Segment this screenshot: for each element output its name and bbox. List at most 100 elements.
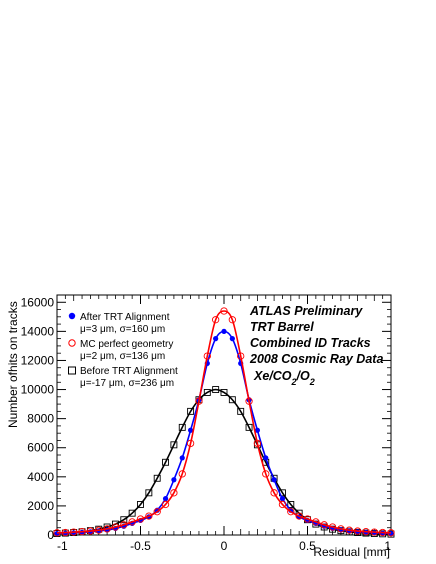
data-point <box>353 527 362 535</box>
x-tick-labels: -1 -0.5 0 0.5 1 <box>57 539 391 553</box>
series-fit-line <box>56 310 392 534</box>
data-point <box>203 389 211 396</box>
y-tick-label: 2000 <box>27 499 54 513</box>
data-point <box>213 336 219 342</box>
x-tick-label: -0.5 <box>130 539 151 553</box>
data-point <box>170 489 178 497</box>
data-point <box>228 396 236 404</box>
data-point <box>237 407 245 415</box>
data-point <box>153 474 161 482</box>
y-tick-label: 4000 <box>27 470 54 484</box>
data-point <box>111 523 120 531</box>
data-point <box>337 525 345 533</box>
data-point <box>153 508 161 516</box>
legend-marker-after <box>68 312 76 320</box>
data-point <box>188 427 194 433</box>
y-tick-label: 10000 <box>21 383 55 397</box>
y-tick-labels: 0 2000 4000 6000 8000 10000 12000 14000 16000 <box>21 295 55 542</box>
data-point <box>187 407 195 415</box>
data-point <box>179 455 185 461</box>
x-tick-label: 0 <box>221 539 228 553</box>
data-point <box>120 516 128 524</box>
legend-stats-mc: μ=2 μm, σ=136 μm <box>80 351 165 362</box>
x-axis-title: Residual [mm] <box>313 545 390 559</box>
data-point <box>170 441 178 449</box>
data-point <box>228 316 237 324</box>
data-point <box>253 439 262 448</box>
data-point <box>212 386 220 393</box>
legend-label-after: After TRT Alignment <box>80 312 170 323</box>
data-point <box>145 512 153 520</box>
data-point <box>162 458 170 466</box>
data-point <box>387 529 395 537</box>
data-point <box>70 528 78 536</box>
data-point <box>287 501 295 508</box>
y-tick-label: 8000 <box>27 412 54 426</box>
legend: After TRT Alignment μ=3 μm, σ=160 μm MC … <box>68 312 178 389</box>
data-point <box>279 496 286 502</box>
legend-label-before: Before TRT Alignment <box>80 366 178 377</box>
annotation-cosmic: 2008 Cosmic Ray Data <box>249 352 383 366</box>
y-axis-title: Number ofhits on tracks <box>6 301 20 428</box>
legend-marker-mc <box>68 339 76 347</box>
data-point <box>145 489 153 497</box>
data-point <box>278 500 287 509</box>
data-point <box>378 528 387 537</box>
data-point <box>270 489 278 497</box>
data-point <box>95 526 103 534</box>
data-point <box>78 528 86 536</box>
legend-stats-before: μ=-17 μm, σ=236 μm <box>80 378 174 389</box>
series-1 <box>53 307 395 537</box>
x-tick-label: 0.5 <box>299 539 316 553</box>
data-point <box>221 328 227 334</box>
data-point <box>312 518 320 526</box>
data-point <box>295 512 303 520</box>
data-point <box>137 501 144 508</box>
data-point <box>128 518 136 526</box>
data-point <box>211 316 220 324</box>
y-tick-label: 12000 <box>21 353 55 367</box>
data-point <box>320 521 328 529</box>
atlas-annotation: ATLAS Preliminary TRT Barrel Combined ID… <box>249 304 383 387</box>
annotation-trt-barrel: TRT Barrel <box>250 320 314 334</box>
y-tick-label: 0 <box>47 528 54 542</box>
data-point <box>178 423 186 431</box>
data-point <box>86 527 95 535</box>
data-point <box>195 397 203 405</box>
x-tick-label: 1 <box>384 539 391 553</box>
data-point <box>287 508 295 516</box>
data-point <box>136 515 145 523</box>
data-point <box>362 528 370 536</box>
x-tick-label: -1 <box>57 539 68 553</box>
data-point <box>203 352 211 360</box>
data-point <box>245 423 253 431</box>
data-point <box>229 336 235 342</box>
annotation-gas: Xe/CO2/O2 <box>253 369 315 387</box>
y-tick-label: 6000 <box>27 441 54 455</box>
series-layer <box>53 307 395 538</box>
data-point <box>162 496 169 502</box>
data-point <box>120 521 128 529</box>
legend-label-mc: MC perfect geometry <box>80 339 173 350</box>
data-point <box>178 470 186 478</box>
data-point <box>237 352 245 360</box>
data-point <box>345 526 353 534</box>
data-point <box>303 515 312 523</box>
data-point <box>328 523 337 531</box>
data-point <box>254 427 260 433</box>
data-point <box>61 528 69 537</box>
data-point <box>220 389 228 396</box>
data-point <box>186 439 195 448</box>
y-tick-label: 16000 <box>21 295 55 309</box>
data-point <box>220 307 228 315</box>
plot-frame <box>56 294 392 536</box>
legend-marker-before <box>68 366 76 375</box>
data-point <box>161 500 170 509</box>
data-point <box>171 477 177 483</box>
data-point <box>370 528 378 536</box>
annotation-atlas: ATLAS Preliminary <box>249 304 363 318</box>
data-point <box>103 525 111 533</box>
data-point <box>263 455 269 461</box>
data-point <box>245 397 253 405</box>
